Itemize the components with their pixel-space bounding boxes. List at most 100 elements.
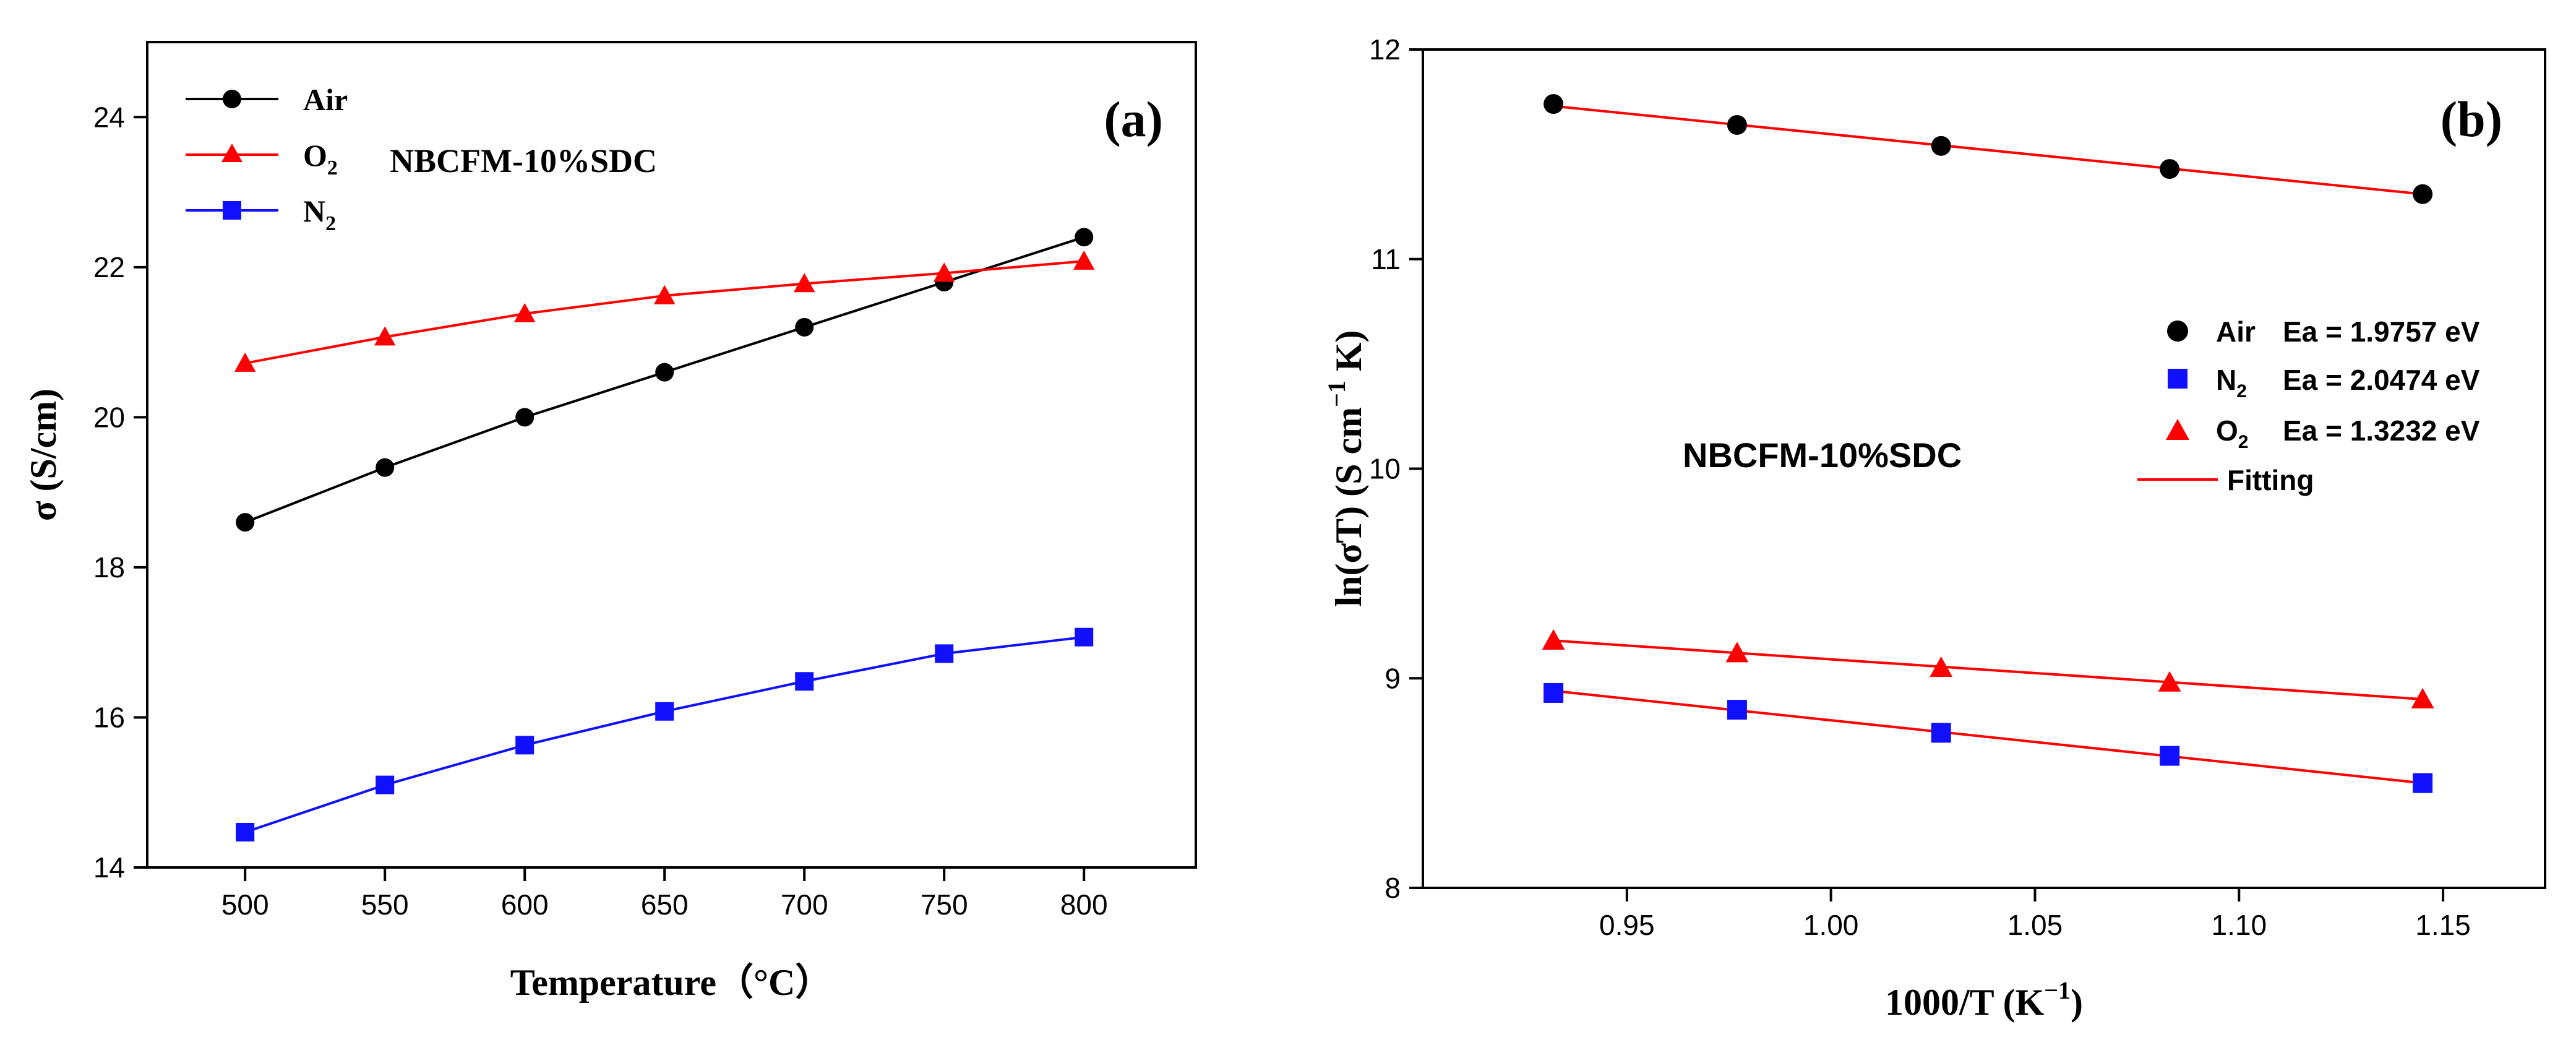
panel-a-x-tick-label-700: 700 [781, 889, 828, 921]
panel-b-y-axis-title-sup: −1 [1323, 381, 1350, 407]
legend-b-ea-air: Ea = 1.9757 eV [2283, 316, 2480, 348]
panel-b-y-tick-label-12: 12 [1369, 33, 1401, 66]
data-point-n2-600 [515, 736, 535, 755]
legend-b-label-o2-sub: 2 [2238, 432, 2249, 452]
data-point-o2-550 [374, 326, 396, 346]
panel-a-y-tick-label-14: 14 [93, 851, 125, 884]
panel-b-x-tick-label-1-10: 1.10 [2212, 909, 2267, 941]
panel-b-y-tick-label-8: 8 [1385, 872, 1401, 904]
panel-b-annotation: NBCFM-10%SDC [1683, 436, 1962, 475]
panel-b-x-tick-label-1-05: 1.05 [2007, 909, 2063, 941]
legend-b-label-fitting: Fitting [2227, 464, 2314, 496]
legend-marker-n2-square [223, 201, 241, 220]
fit-line-n2 [1553, 689, 2423, 785]
data-point-air-700 [795, 317, 814, 337]
panel-b-label: (b) [2441, 91, 2502, 147]
panel-a-y-tick-label-24: 24 [93, 101, 125, 133]
legend-b-marker-o2-triangle [2166, 419, 2189, 440]
panel-b-y-axis-title: ln(σT) (S cm−1 K) [1323, 330, 1369, 606]
legend-b-marker-air-circle [2167, 321, 2188, 342]
data-point-n2-800 [1075, 627, 1094, 647]
panel-a-legend: Air O2 N2 [186, 82, 348, 235]
data-point-b-n2-5 [2413, 773, 2433, 793]
data-point-o2-700 [793, 273, 815, 293]
data-point-b-o2-4 [2158, 671, 2181, 692]
legend-item-n2: N2 [186, 194, 336, 235]
panel-a-label: (a) [1104, 91, 1163, 147]
panel-b-y-tick-label-10: 10 [1369, 453, 1401, 485]
legend-marker-air-circle [223, 90, 241, 108]
panel-b-y-tick-label-9: 9 [1385, 662, 1401, 694]
panel-b-x-axis-title-main: 1000/T (K [1885, 982, 2045, 1023]
panel-a-y-tick-label-18: 18 [93, 551, 125, 583]
legend-b-label-n2-main: N [2216, 364, 2236, 396]
data-point-o2-750 [933, 262, 955, 282]
panel-b-y-axis-title-main: ln(σT) (S cm [1328, 407, 1369, 607]
data-point-o2-500 [234, 352, 256, 372]
panel-a-annotation: NBCFM-10%SDC [390, 142, 657, 179]
fit-line-air [1553, 105, 2423, 196]
data-point-b-air-5 [2413, 184, 2433, 204]
data-point-air-650 [655, 363, 674, 382]
data-point-b-n2-1 [1543, 682, 1564, 703]
legend-label-o2-main: O [303, 138, 327, 173]
panel-a-data-marks [234, 228, 1095, 842]
data-point-air-600 [515, 408, 535, 427]
data-point-b-air-2 [1727, 114, 1747, 135]
fit-line-o2 [1553, 639, 2423, 701]
panel-a-y-axis-title: σ (S/cm) [23, 389, 64, 521]
data-point-b-o2-3 [1930, 656, 1953, 678]
legend-b-item-fitting: Fitting [2137, 464, 2314, 496]
legend-label-n2-main: N [303, 194, 325, 228]
legend-b-item-n2: N2 Ea = 2.0474 eV [2168, 364, 2480, 402]
panel-a-x-tick-label-600: 600 [501, 889, 549, 921]
legend-b-item-o2: O2 Ea = 1.3232 eV [2166, 415, 2480, 452]
data-point-b-o2-2 [1725, 642, 1749, 663]
panel-b-y-tick-label-11: 11 [1371, 243, 1401, 275]
panel-a-y-tick-label-20: 20 [93, 401, 125, 433]
panel-a-x-tick-label-500: 500 [221, 889, 269, 921]
legend-label-o2: O2 [303, 138, 338, 179]
data-point-n2-500 [236, 823, 255, 842]
data-point-n2-700 [795, 672, 814, 691]
panel-a-plot-frame [146, 41, 1197, 869]
legend-b-label-air: Air [2216, 316, 2256, 348]
data-point-o2-600 [513, 303, 536, 322]
panel-a-x-axis-title: Temperature（°C） [510, 962, 833, 1003]
data-point-n2-550 [376, 775, 395, 794]
legend-b-label-o2: O2 [2216, 415, 2248, 452]
data-point-n2-650 [655, 702, 674, 721]
legend-label-o2-sub: 2 [327, 157, 338, 179]
panel-b-x-axis-title-end: ) [2071, 982, 2083, 1023]
panel-b-x-tick-label-1-00: 1.00 [1803, 909, 1859, 941]
panel-b-fit-lines [1553, 105, 2423, 785]
panel-b-x-tick-label-0-95: 0.95 [1599, 909, 1655, 941]
panel-b-x-axis-title: 1000/T (K−1) [1885, 976, 2083, 1023]
panel-a-x-tick-label-650: 650 [641, 889, 689, 921]
panel-a-x-tick-label-800: 800 [1060, 889, 1108, 921]
legend-b-ea-o2: Ea = 1.3232 eV [2283, 415, 2480, 447]
data-point-b-n2-3 [1931, 723, 1951, 743]
panel-b-legend: Air Ea = 1.9757 eV N2 Ea = 2.0474 eV O2 … [2137, 316, 2480, 496]
data-point-b-o2-1 [1542, 629, 1565, 650]
legend-item-o2: O2 [186, 138, 338, 179]
legend-label-n2: N2 [303, 194, 336, 235]
data-point-b-o2-5 [2411, 687, 2434, 708]
legend-b-label-n2-sub: 2 [2236, 381, 2247, 402]
data-point-n2-750 [935, 644, 954, 663]
panel-b-x-tick-label-1-15: 1.15 [2415, 909, 2471, 941]
data-point-b-air-4 [2160, 159, 2180, 179]
legend-item-air: Air [186, 82, 348, 117]
data-point-o2-800 [1073, 250, 1095, 270]
panel-a-x-tick-label-750: 750 [921, 889, 968, 921]
data-point-o2-650 [653, 285, 676, 304]
data-point-b-air-3 [1931, 136, 1951, 156]
legend-b-item-air: Air Ea = 1.9757 eV [2167, 316, 2480, 348]
legend-b-label-o2-main: O [2216, 415, 2238, 447]
panel-b-axis-ticks: 0.95 1.00 1.05 1.10 1.15 8 9 10 11 12 [1369, 33, 2471, 941]
legend-b-ea-n2: Ea = 2.0474 eV [2283, 364, 2480, 396]
